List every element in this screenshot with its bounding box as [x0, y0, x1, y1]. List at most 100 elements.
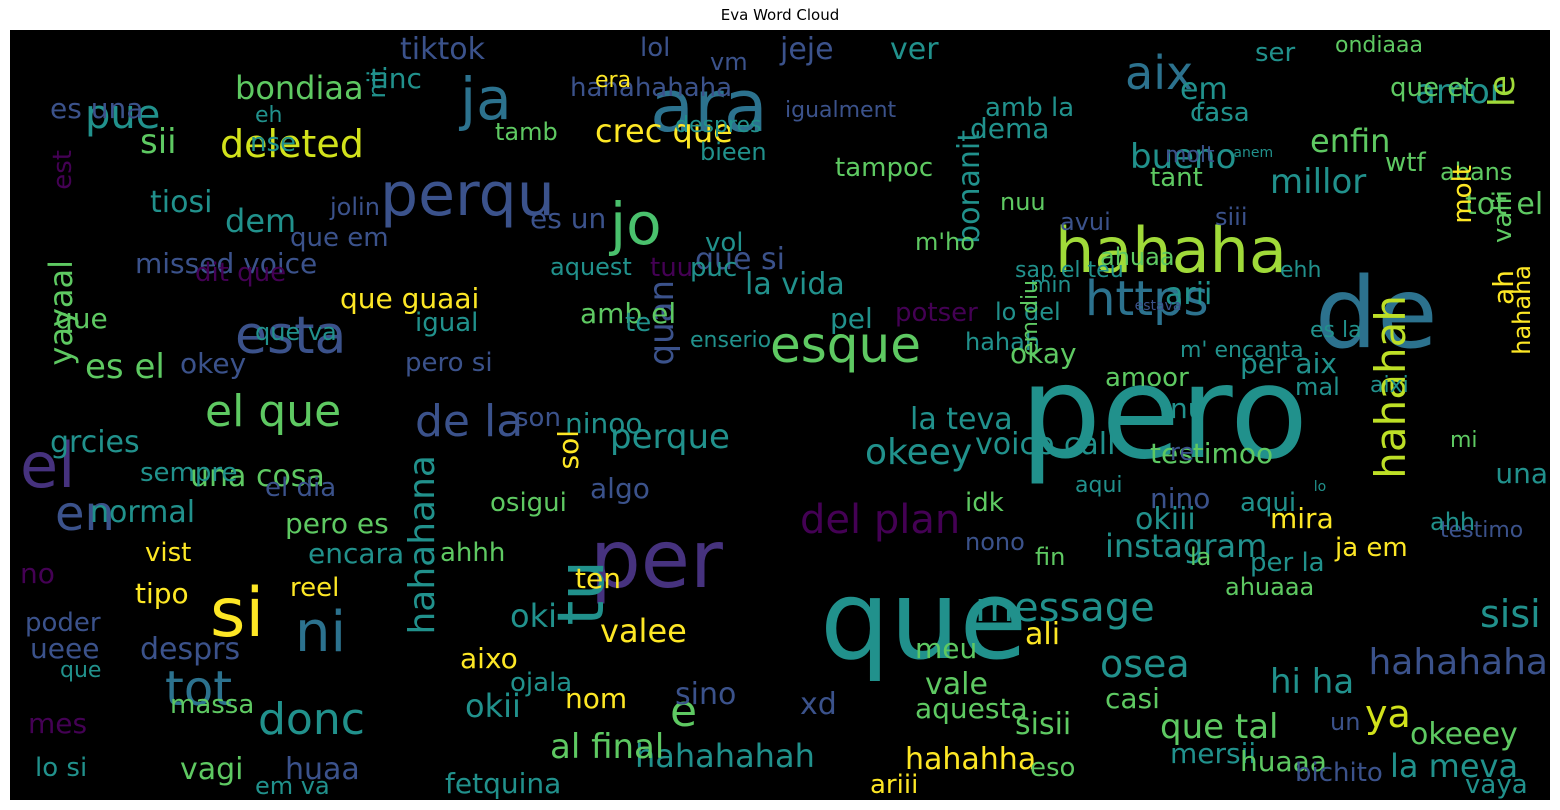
cloud-word: tiosi	[150, 188, 212, 218]
cloud-word: oki	[510, 600, 557, 632]
cloud-word: millor	[1270, 165, 1366, 199]
cloud-word: message	[975, 588, 1155, 628]
cloud-word: idk	[965, 490, 1004, 516]
cloud-word: m' encanta	[1180, 340, 1304, 362]
cloud-word: nse	[250, 130, 296, 156]
cloud-word: okii	[465, 690, 521, 722]
cloud-word: es el	[85, 350, 165, 384]
cloud-word: osigui	[490, 490, 567, 516]
cloud-word: bonanit	[955, 130, 985, 244]
cloud-word: de la	[415, 400, 523, 444]
cloud-word: vist	[145, 540, 191, 566]
cloud-word: molt	[1165, 145, 1215, 167]
cloud-word: testimoo	[1150, 440, 1273, 468]
cloud-word: eh	[255, 105, 282, 127]
cloud-word: sol	[555, 430, 583, 470]
cloud-word: sisi	[1480, 595, 1541, 633]
cloud-word: sii	[140, 125, 177, 159]
cloud-word: eso	[1030, 755, 1075, 781]
cloud-word: es la	[1310, 320, 1362, 342]
cloud-word: bichito	[1295, 760, 1383, 786]
cloud-word: que em	[290, 225, 389, 251]
cloud-word: ni	[295, 605, 346, 661]
cloud-word: okey	[180, 350, 246, 378]
cloud-word: molt	[1450, 165, 1476, 224]
cloud-word: una	[1495, 460, 1548, 488]
cloud-word: ehh	[1280, 260, 1321, 282]
cloud-word: ya	[1365, 695, 1411, 733]
cloud-word: hahahaha	[1368, 645, 1548, 681]
cloud-word: vaya	[1465, 772, 1528, 798]
cloud-word: osea	[1100, 645, 1190, 683]
cloud-word: encara	[308, 540, 404, 568]
cloud-word: el dia	[265, 475, 336, 501]
cloud-word: que va	[255, 320, 337, 344]
cloud-word: mira	[1270, 505, 1334, 533]
cloud-word: em va	[255, 774, 330, 798]
cloud-word: estava	[1135, 299, 1182, 313]
cloud-word: grcies	[50, 428, 140, 458]
cloud-word: massa	[170, 692, 254, 718]
cloud-word: ja em	[1335, 535, 1408, 561]
cloud-word: vm	[710, 50, 748, 74]
word-cloud-canvas: pero que de per ara hahaha perqu ja jo tu si el esqu…	[10, 30, 1550, 800]
cloud-word: enserio	[690, 330, 771, 352]
cloud-word: mes	[28, 710, 87, 738]
cloud-word: ahhh	[440, 540, 505, 566]
cloud-word: lol	[640, 35, 670, 61]
cloud-word: despres	[675, 115, 762, 137]
cloud-word: igualment	[785, 100, 896, 122]
cloud-word: reel	[290, 575, 339, 601]
cloud-word: nu	[1170, 395, 1206, 423]
cloud-word: puc	[690, 255, 737, 281]
cloud-word: amb la	[985, 95, 1074, 121]
cloud-word: vagi	[180, 755, 244, 785]
cloud-word: ver	[890, 35, 939, 65]
cloud-word: al final	[550, 730, 664, 764]
cloud-word: pero es	[285, 510, 389, 538]
cloud-word: ali	[1025, 620, 1060, 650]
cloud-word: un	[1330, 710, 1360, 734]
cloud-word: ahuaa	[1100, 245, 1175, 269]
cloud-word: ariii	[870, 772, 918, 798]
cloud-word: em diu	[1020, 280, 1042, 356]
cloud-word: aquesta	[915, 695, 1028, 723]
cloud-word: xd	[800, 690, 837, 720]
cloud-word: m'ho	[915, 230, 975, 254]
cloud-word: est	[50, 150, 76, 190]
cloud-word: hahahha	[905, 745, 1036, 775]
cloud-word: aqui	[1075, 475, 1123, 497]
cloud-word: hi ha	[1270, 665, 1354, 699]
cloud-word: igual	[415, 310, 478, 336]
cloud-word: nii	[365, 70, 389, 99]
cloud-word: meu	[915, 635, 977, 663]
cloud-word: aixi	[1370, 375, 1409, 397]
cloud-word: aquest	[550, 255, 632, 279]
cloud-word: avui	[1060, 210, 1111, 234]
cloud-word: dem	[225, 205, 296, 237]
cloud-word: ueee	[30, 635, 99, 663]
cloud-word: re	[1170, 440, 1194, 464]
cloud-word: lo	[1314, 480, 1326, 494]
cloud-word: valii	[1490, 190, 1516, 243]
cloud-word: no	[20, 560, 55, 588]
cloud-word: del plan	[800, 500, 960, 540]
cloud-word: fa	[1195, 100, 1220, 126]
cloud-word: dit que	[195, 260, 286, 286]
cloud-word: normal	[90, 498, 195, 528]
cloud-word: potser	[895, 300, 978, 326]
cloud-word: que et	[1390, 75, 1473, 101]
cloud-word: tiktok	[400, 35, 485, 65]
cloud-word: pel	[830, 305, 873, 333]
cloud-word: nono	[965, 530, 1025, 554]
cloud-word: jeje	[780, 35, 834, 65]
cloud-word: la	[1190, 545, 1211, 569]
cloud-word: ondiaaa	[1335, 35, 1423, 57]
cloud-word: algo	[590, 475, 650, 503]
cloud-word: le	[1485, 75, 1521, 107]
cloud-word: tampoc	[835, 155, 933, 181]
cloud-word: fetquina	[445, 770, 561, 798]
cloud-word: es una	[50, 95, 143, 123]
cloud-word: nino	[1150, 485, 1210, 513]
cloud-word: sino	[675, 680, 736, 710]
